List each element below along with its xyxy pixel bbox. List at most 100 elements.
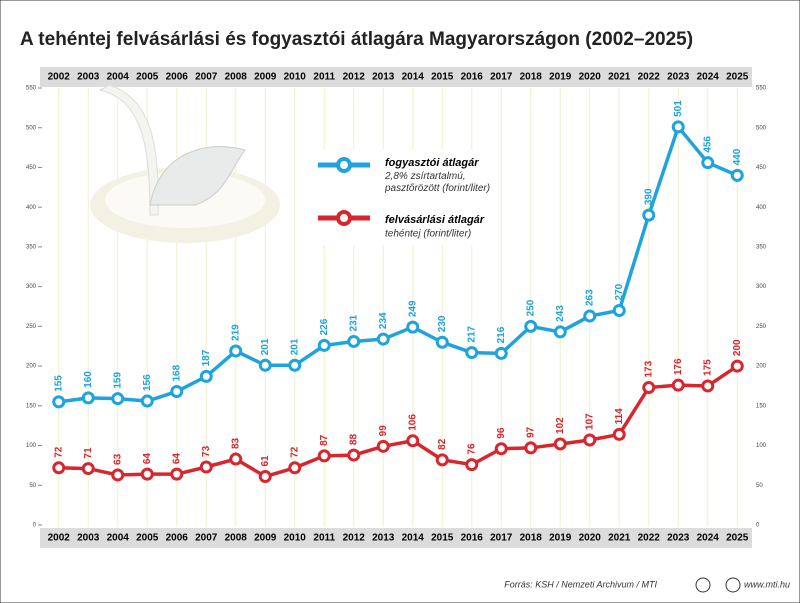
data-point — [288, 461, 302, 475]
x-tick-label: 2025 — [726, 533, 749, 544]
y-tick-label: 150 — [26, 403, 37, 409]
data-point — [52, 395, 66, 409]
data-point — [730, 168, 744, 182]
data-label: 231 — [348, 314, 359, 331]
data-label: 270 — [614, 283, 625, 300]
x-tick-label: 2008 — [225, 533, 248, 544]
data-point — [258, 470, 272, 484]
data-point — [553, 437, 567, 451]
website: www.mti.hu — [744, 579, 790, 589]
data-point — [406, 434, 420, 448]
data-label: 73 — [201, 445, 212, 457]
data-label: 200 — [732, 339, 743, 356]
milk-illustration — [90, 84, 280, 243]
data-label: 263 — [584, 289, 595, 306]
x-tick-label: 2011 — [313, 533, 335, 544]
x-tick-label: 2009 — [254, 72, 277, 83]
data-label: 64 — [142, 453, 153, 465]
data-label: 76 — [466, 443, 477, 455]
y-tick-label: 350 — [756, 244, 767, 250]
logo — [725, 577, 741, 593]
data-label: 99 — [378, 425, 389, 437]
data-label: 168 — [171, 364, 182, 381]
data-label: 72 — [53, 446, 64, 458]
legend: fogyasztói átlagár 2,8% zsírtartalmú, pa… — [308, 150, 498, 245]
data-point — [642, 208, 656, 222]
x-tick-label: 2019 — [549, 72, 572, 83]
data-point — [671, 120, 685, 134]
data-label: 159 — [112, 372, 123, 389]
data-point — [81, 391, 95, 405]
x-tick-label: 2018 — [520, 72, 543, 83]
data-point — [229, 344, 243, 358]
data-point — [347, 334, 361, 348]
data-point — [111, 392, 125, 406]
data-label: 107 — [584, 413, 595, 430]
data-label: 106 — [407, 414, 418, 431]
x-tick-label: 2021 — [608, 72, 631, 83]
data-label: 217 — [466, 325, 477, 342]
x-tick-label: 2012 — [343, 533, 366, 544]
source: Forrás: KSH / Nemzeti Archivum / MTI — [504, 579, 657, 589]
data-point — [701, 379, 715, 393]
chart-title: A tehéntej felvásárlási és fogyasztói át… — [20, 29, 693, 50]
x-tick-label: 2022 — [638, 533, 661, 544]
data-label: 456 — [702, 136, 713, 153]
data-label: 175 — [702, 359, 713, 376]
y-tick-label: 0 — [33, 523, 37, 529]
data-label: 440 — [732, 148, 743, 165]
legend-description: 2,8% zsírtartalmú, pasztőrözött (forint/… — [385, 171, 491, 194]
y-tick-label: 550 — [26, 86, 37, 92]
data-label: 114 — [614, 408, 625, 425]
data-label: 501 — [673, 100, 684, 117]
data-label: 216 — [496, 326, 507, 343]
data-label: 160 — [83, 371, 94, 388]
data-point — [435, 335, 449, 349]
data-point — [347, 448, 361, 462]
data-label: 88 — [348, 434, 359, 446]
x-tick-label: 2002 — [48, 72, 71, 83]
y-tick-label: 300 — [26, 284, 37, 290]
x-tick-label: 2024 — [697, 72, 720, 83]
x-tick-label: 2003 — [77, 533, 100, 544]
data-point — [730, 359, 744, 373]
data-point — [701, 156, 715, 170]
legend-marker — [336, 210, 352, 226]
data-label: 250 — [525, 299, 536, 316]
x-tick-label: 2017 — [490, 72, 513, 83]
data-label: 230 — [437, 315, 448, 332]
data-point — [642, 381, 656, 395]
x-tick-label: 2025 — [726, 72, 749, 83]
x-tick-label: 2022 — [638, 72, 661, 83]
y-tick-label: 50 — [29, 483, 36, 489]
data-label: 234 — [378, 312, 389, 329]
x-tick-label: 2005 — [136, 72, 159, 83]
data-point — [376, 332, 390, 346]
y-tick-label: 400 — [26, 205, 37, 211]
data-point — [524, 441, 538, 455]
y-tick-label: 300 — [756, 284, 767, 290]
data-label: 83 — [230, 437, 241, 449]
data-label: 201 — [260, 338, 271, 355]
data-point — [170, 385, 184, 399]
data-point — [140, 394, 154, 408]
legend-desc-wrap: 2,8% zsírtartalmú, pasztőrözött (forint/… — [385, 171, 491, 194]
x-tick-label: 2004 — [107, 533, 130, 544]
y-tick-label: 450 — [756, 165, 767, 171]
data-label: 201 — [289, 338, 300, 355]
data-point — [465, 458, 479, 472]
y-tick-label: 200 — [756, 364, 767, 370]
x-tick-label: 2016 — [461, 72, 484, 83]
data-point — [317, 449, 331, 463]
x-tick-label: 2004 — [107, 72, 130, 83]
x-tick-label: 2019 — [549, 533, 572, 544]
data-label: 173 — [643, 360, 654, 377]
x-tick-label: 2023 — [667, 72, 690, 83]
data-point — [612, 427, 626, 441]
x-tick-label: 2020 — [579, 533, 602, 544]
y-tick-label: 250 — [756, 324, 767, 330]
data-point — [376, 439, 390, 453]
data-point — [81, 462, 95, 476]
data-point — [288, 358, 302, 372]
data-point — [494, 346, 508, 360]
